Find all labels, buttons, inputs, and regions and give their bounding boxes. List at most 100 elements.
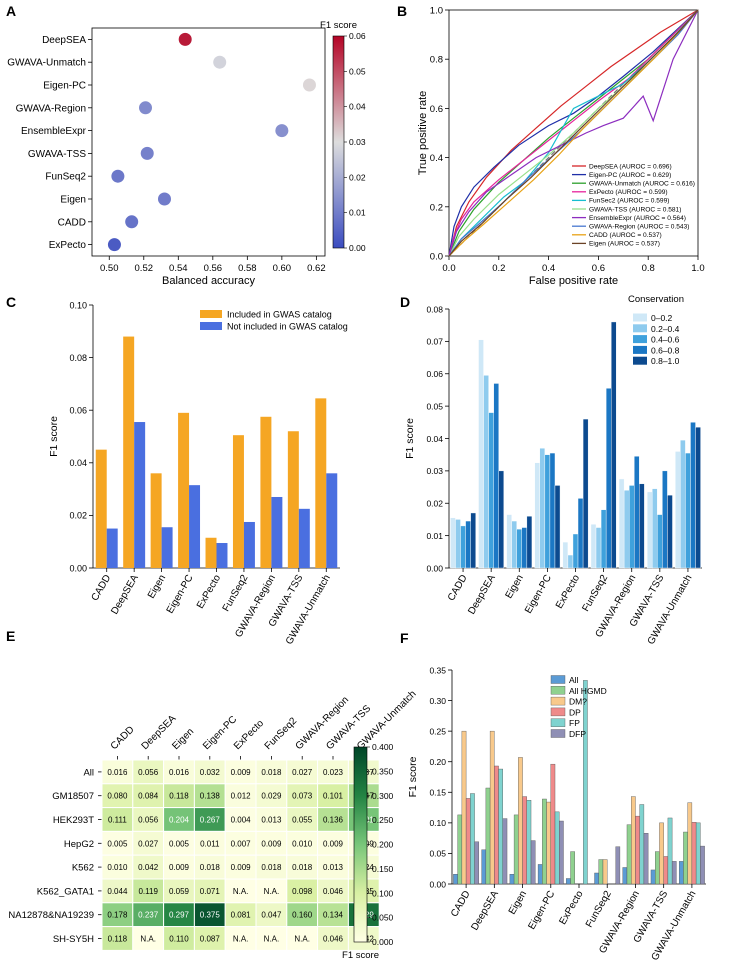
bar — [700, 845, 705, 885]
bar — [583, 680, 588, 885]
heatmap-value: 0.375 — [200, 911, 221, 920]
y-tick-label: 0.08 — [69, 353, 87, 363]
x-tick-label: 0.0 — [442, 263, 455, 274]
legend-label: Included in GWAS catalog — [227, 310, 332, 320]
colorbar-tick-label: 0.200 — [372, 840, 394, 850]
y-tick-label: 1.0 — [430, 6, 443, 17]
colorbar-tick-label: 0.150 — [372, 864, 394, 874]
scatter-point — [125, 215, 139, 229]
x-tick-label: 1.0 — [691, 263, 704, 274]
bar — [549, 452, 556, 569]
bar — [481, 849, 487, 885]
y-axis-label: F1 score — [48, 416, 60, 457]
panel-f-bars: F 0.00 0.05 0.10 0.15 0.20 0.25 0.30 0.35 F1 scor… — [400, 630, 706, 963]
bar — [594, 872, 599, 885]
heatmap-value: 0.023 — [323, 768, 344, 777]
bar — [106, 528, 118, 568]
x-tick-label: DeepSEA — [469, 889, 501, 933]
heatmap-value: 0.118 — [169, 792, 189, 801]
y-axis-label: True positive rate — [417, 91, 429, 176]
legend-label: Eigen (AUROC = 0.537) — [589, 241, 660, 248]
roc-curve — [448, 9, 699, 257]
bar — [489, 730, 495, 885]
y-tick-label: 0.10 — [429, 818, 446, 828]
y-tick-label: 0.06 — [426, 369, 443, 379]
bar — [511, 520, 517, 569]
heatmap-value: 0.046 — [323, 935, 344, 944]
y-tick-label: 0.04 — [69, 458, 87, 468]
bar — [554, 485, 561, 569]
y-tick-label: 0.01 — [426, 531, 443, 541]
heatmap-value: 0.059 — [169, 887, 190, 896]
bar — [521, 527, 528, 569]
colorbar-tick-label: 0.05 — [349, 66, 366, 76]
legend-label: All — [569, 675, 579, 685]
legend-swatch — [633, 335, 647, 344]
heatmap-value: 0.032 — [200, 768, 221, 777]
heatmap-value: 0.138 — [200, 792, 221, 801]
bar — [690, 422, 696, 569]
bar — [161, 527, 173, 568]
bar — [232, 435, 244, 568]
heatmap-value: 0.055 — [292, 816, 313, 825]
bar — [554, 811, 560, 885]
heatmap-value: 0.018 — [261, 768, 282, 777]
heatmap-value: 0.016 — [107, 768, 128, 777]
legend-swatch — [633, 313, 647, 322]
bar — [600, 509, 607, 569]
legend-label: DP — [569, 707, 581, 717]
legend-swatch — [550, 729, 566, 738]
y-tick-label: GWAVA-TSS — [28, 149, 86, 160]
x-axis-label: False positive rate — [529, 275, 618, 287]
roc-curve — [448, 9, 699, 257]
heatmap-value: 0.005 — [169, 839, 190, 848]
heatmap-value: 0.101 — [323, 792, 344, 801]
bar — [695, 822, 701, 885]
colorbar-tick-label: 0.400 — [372, 742, 394, 752]
row-label: NA12878&NA19239 — [8, 910, 94, 921]
plot-frame — [91, 27, 326, 257]
bar — [572, 533, 579, 569]
x-tick-label: DeepSEA — [109, 573, 141, 617]
x-axis-label: Balanced accuracy — [162, 275, 255, 287]
bar — [455, 519, 461, 569]
heatmap-value: 0.098 — [292, 887, 313, 896]
legend-label: 0.6–0.8 — [651, 345, 680, 355]
legend-label: 0.4–0.6 — [651, 335, 680, 345]
heatmap-value: 0.136 — [323, 816, 344, 825]
x-tick-label: Eigen — [146, 573, 168, 601]
heatmap-value: 0.004 — [231, 816, 252, 825]
x-tick-label: Eigen — [507, 889, 529, 917]
bar — [623, 490, 630, 569]
bar — [530, 840, 536, 885]
heatmap-value: 0.044 — [107, 887, 128, 896]
heatmap-value: 0.005 — [107, 839, 128, 848]
bar — [646, 491, 653, 569]
heatmap-value: 0.016 — [169, 768, 190, 777]
legend-label: 0.2–0.4 — [651, 324, 680, 334]
x-tick-label: 0.52 — [135, 263, 154, 274]
panel-label-b: B — [397, 3, 407, 19]
bar — [516, 528, 523, 569]
y-tick-label: 0.00 — [69, 563, 87, 573]
bar — [652, 488, 658, 569]
y-tick-label: Eigen — [60, 195, 86, 206]
x-tick-label: ExPecto — [557, 889, 585, 927]
colorbar-title: F1 score — [320, 20, 357, 31]
column-label: GWAVA-Region — [294, 695, 352, 753]
heatmap-value: 0.009 — [231, 863, 252, 872]
colorbar-tick-label: 0.300 — [372, 791, 394, 801]
colorbar-tick-label: 0.350 — [372, 766, 394, 776]
bar — [470, 512, 476, 569]
y-tick-label: 0.06 — [69, 406, 87, 416]
heatmap-value: 0.056 — [138, 768, 159, 777]
bar — [95, 449, 107, 568]
panel-label-c: C — [6, 294, 16, 310]
bar — [691, 822, 697, 885]
bar — [567, 554, 574, 569]
x-tick-label: 0.62 — [307, 263, 326, 274]
y-tick-label: 0.15 — [429, 788, 446, 798]
bar — [582, 418, 589, 569]
bar — [639, 483, 645, 569]
panel-a-scatter: A 0.50 0.52 0.54 0.56 0.58 0.60 0.62 Balanced ac… — [6, 3, 366, 287]
